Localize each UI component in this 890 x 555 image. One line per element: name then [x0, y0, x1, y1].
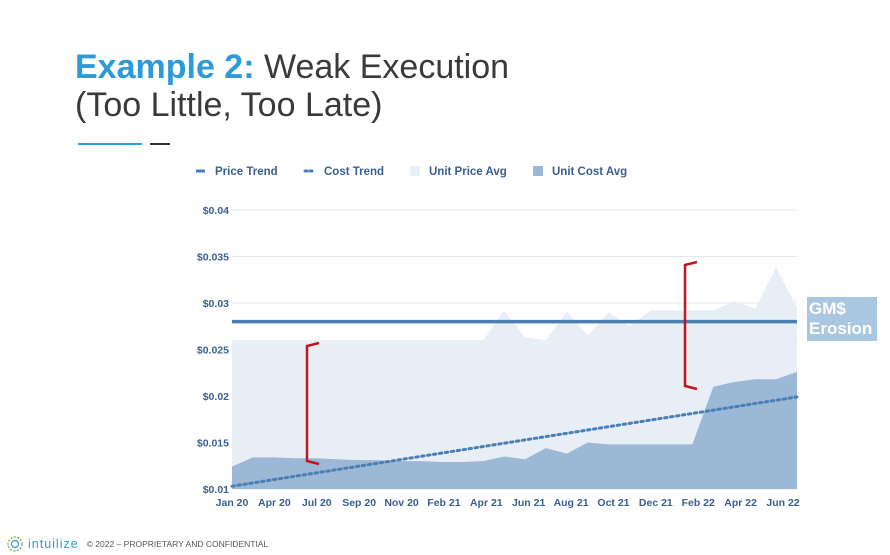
- legend-marker: [533, 166, 543, 176]
- gap-bracket: [683, 260, 698, 391]
- y-tick-label: $0.02: [203, 391, 229, 403]
- x-tick-label: Apr 20: [258, 497, 291, 509]
- cost-trend-line: [230, 395, 799, 488]
- legend-label: Cost Trend: [324, 166, 384, 178]
- legend-label: Unit Price Avg: [429, 166, 507, 178]
- x-tick-label: Apr 22: [724, 497, 757, 509]
- y-tick-label: $0.025: [197, 345, 229, 357]
- x-tick-label: Jun 21: [512, 497, 545, 509]
- chart-annotations: [305, 260, 698, 466]
- title-subline: (Too Little, Too Late): [75, 86, 383, 124]
- legend-label: Price Trend: [215, 166, 278, 178]
- y-tick-label: $0.015: [197, 438, 229, 450]
- x-tick-label: Oct 21: [597, 497, 629, 509]
- x-tick-label: Aug 21: [554, 497, 589, 509]
- intuilize-logo-icon: [7, 536, 23, 552]
- y-tick-label: $0.035: [197, 252, 229, 264]
- x-tick-label: Nov 20: [384, 497, 419, 509]
- footer: intuilize © 2022 – PROPRIETARY AND CONFI…: [6, 534, 268, 554]
- unit-cost-area: [232, 371, 797, 489]
- footer-note: © 2022 – PROPRIETARY AND CONFIDENTIAL: [86, 539, 269, 549]
- footer-brand: intuilize: [28, 537, 79, 551]
- x-tick-label: Dec 21: [639, 497, 673, 509]
- title-accent: Example 2:: [75, 48, 255, 86]
- legend-label: Unit Cost Avg: [552, 166, 627, 178]
- legend-marker: [410, 166, 420, 176]
- x-tick-label: Feb 21: [427, 497, 460, 509]
- title-underline-accent: [78, 143, 142, 145]
- x-tick-label: Sep 20: [342, 497, 376, 509]
- x-tick-label: Jul 20: [302, 497, 332, 509]
- y-tick-label: $0.01: [203, 484, 229, 496]
- chart-legend: Price Trend Cost Trend Unit Price Avg Unit …: [196, 166, 627, 178]
- x-tick-label: Jun 22: [766, 497, 799, 509]
- chart-areas: [232, 267, 797, 489]
- y-tick-label: $0.04: [203, 205, 229, 217]
- title-main: Weak Execution: [263, 48, 510, 86]
- title-underline-dark: [150, 143, 170, 145]
- slide-title: Example 2: Weak Execution (Too Little, T…: [75, 48, 509, 124]
- x-tick-label: Jan 20: [216, 497, 249, 509]
- gap-bracket: [305, 341, 320, 466]
- chart-lines: [230, 319, 799, 488]
- x-tick-label: Apr 21: [470, 497, 503, 509]
- y-tick-label: $0.03: [203, 298, 229, 310]
- chart-axes: $0.04 $0.035 $0.03 $0.025 $0.02 $0.015 $0.01Ja…: [197, 205, 800, 509]
- x-tick-label: Feb 22: [682, 497, 715, 509]
- gm-erosion-callout: GM$ Erosion: [807, 297, 877, 341]
